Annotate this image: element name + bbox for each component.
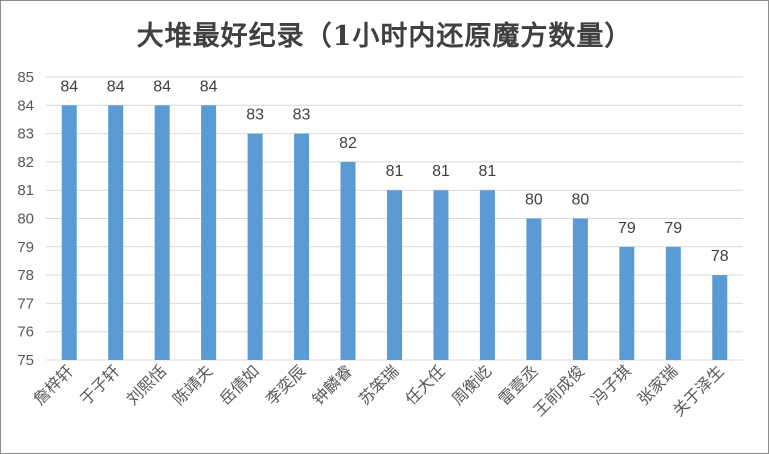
data-label: 82 [339, 135, 357, 152]
bar [247, 133, 263, 360]
data-label: 79 [618, 220, 636, 237]
data-label: 80 [571, 192, 589, 209]
bar [619, 246, 635, 360]
x-tick-label: 冯子琪 [587, 361, 634, 408]
data-label: 81 [479, 163, 497, 180]
bar [479, 190, 495, 360]
bar [712, 275, 728, 360]
data-label: 79 [664, 220, 682, 237]
data-label: 84 [107, 78, 125, 95]
x-tick-label: 陈靖夫 [169, 361, 216, 408]
x-tick-label: 于子轩 [76, 361, 123, 408]
x-tick-label: 刘熙恬 [123, 361, 170, 408]
bar [340, 161, 356, 360]
y-tick-label: 81 [17, 182, 34, 199]
bar [201, 105, 217, 360]
data-label: 84 [60, 78, 78, 95]
x-tick-label: 李奕辰 [262, 361, 309, 408]
y-tick-label: 80 [17, 211, 34, 228]
bar [61, 105, 77, 360]
bar [387, 190, 402, 360]
y-tick-label: 84 [17, 97, 34, 114]
x-tick-label: 詹梓轩 [30, 361, 77, 408]
y-tick-label: 82 [17, 154, 34, 171]
data-label: 83 [246, 107, 264, 124]
bar [572, 218, 588, 360]
bar [433, 190, 449, 360]
y-axis-ticks: 75 76 77 78 79 80 81 82 83 84 85 [17, 69, 34, 369]
data-label: 83 [293, 107, 311, 124]
x-tick-label: 苏笨瑞 [355, 361, 402, 408]
bar [108, 105, 124, 360]
bar [526, 218, 542, 360]
y-tick-label: 77 [17, 295, 34, 312]
y-tick-label: 75 [17, 352, 34, 369]
bar [294, 133, 310, 360]
bar [154, 105, 170, 360]
data-label: 78 [711, 248, 729, 265]
data-label: 84 [153, 78, 171, 95]
data-label: 81 [386, 163, 404, 180]
x-tick-label: 王前成俊 [529, 361, 588, 420]
data-label: 80 [525, 192, 543, 209]
y-tick-label: 79 [17, 239, 34, 256]
x-tick-label: 岳倩如 [216, 361, 263, 408]
data-labels: 84 84 84 84 83 83 82 81 81 81 80 80 79 79 78 [60, 78, 728, 265]
bars [61, 105, 728, 360]
y-tick-label: 78 [17, 267, 34, 284]
y-tick-label: 83 [17, 126, 34, 143]
data-label: 84 [200, 78, 218, 95]
x-tick-label: 任大任 [401, 361, 448, 408]
data-label: 81 [432, 163, 450, 180]
x-tick-label: 钟麟睿 [308, 361, 355, 408]
chart-title: 大堆最好纪录（1小时内还原魔方数量） [136, 21, 633, 52]
y-tick-label: 85 [17, 69, 34, 86]
bar [665, 246, 681, 360]
x-tick-label: 周衡屹 [448, 361, 495, 408]
x-tick-label: 关于泽生 [669, 361, 728, 420]
y-tick-label: 76 [17, 324, 34, 341]
